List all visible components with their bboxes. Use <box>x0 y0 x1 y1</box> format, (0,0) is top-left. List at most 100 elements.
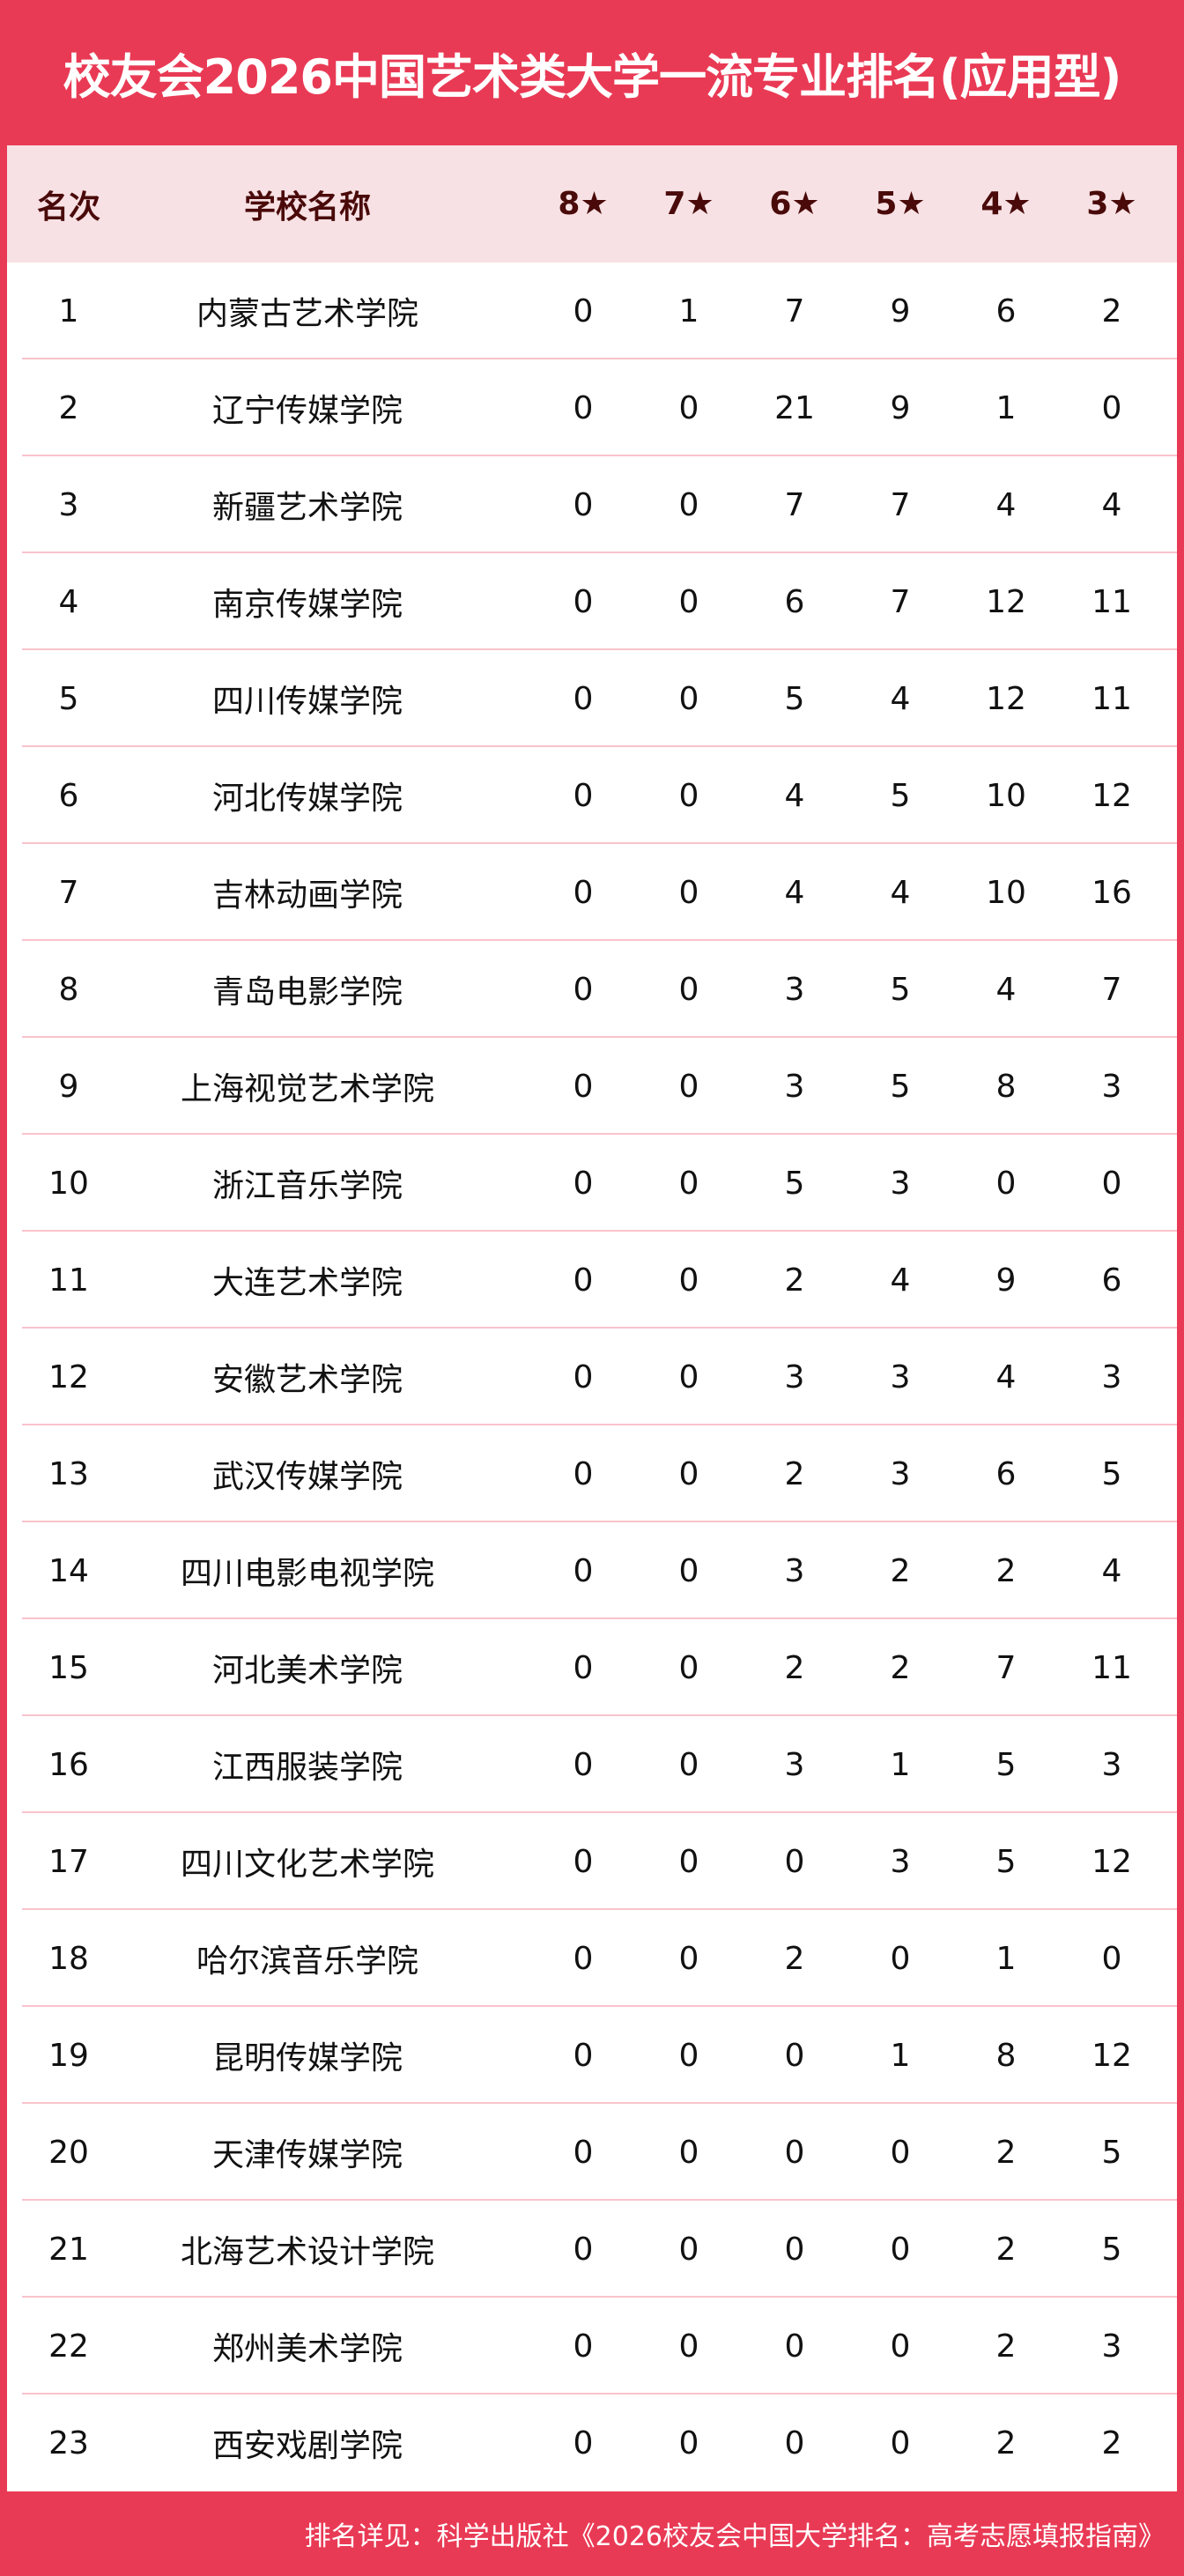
star6-cell: 0 <box>784 2037 805 2074</box>
star7-cell: 0 <box>678 1455 699 1492</box>
school-name-cell: 江西服装学院 <box>211 1750 403 1786</box>
star4-cell: 9 <box>995 1262 1017 1299</box>
star3-cell: 12 <box>1092 2037 1132 2074</box>
star4-cell: 4 <box>995 486 1017 523</box>
star6-cell: 4 <box>784 777 805 814</box>
star6-cell: 0 <box>784 2424 805 2461</box>
header-6-star: 6★ <box>769 186 820 222</box>
star5-cell: 2 <box>890 1649 911 1686</box>
star6-cell: 3 <box>784 1552 805 1589</box>
star6-cell: 3 <box>784 971 805 1008</box>
school-name-cell: 上海视觉艺术学院 <box>180 1071 434 1107</box>
star4-cell: 6 <box>995 292 1017 329</box>
header-8-star: 8★ <box>558 186 609 222</box>
rank-cell: 18 <box>48 1940 89 1977</box>
rank-cell: 8 <box>58 971 79 1008</box>
star5-cell: 2 <box>890 1552 911 1589</box>
star8-cell: 0 <box>573 874 594 911</box>
star7-cell: 0 <box>678 680 699 717</box>
table-row: 4 南京传媒学院 0 0 6 7 12 11 <box>7 553 1177 650</box>
star5-cell: 3 <box>890 1843 911 1880</box>
table-header: 名次 学校名称 8★ 7★ 6★ 5★ 4★ 3★ <box>7 145 1177 263</box>
star3-cell: 0 <box>1101 1940 1122 1977</box>
star4-cell: 4 <box>995 1358 1017 1395</box>
star8-cell: 0 <box>573 1455 594 1492</box>
star4-cell: 1 <box>995 1940 1017 1977</box>
star3-cell: 6 <box>1101 1262 1122 1299</box>
school-name-cell: 武汉传媒学院 <box>211 1459 403 1495</box>
rank-cell: 20 <box>48 2134 89 2171</box>
rank-cell: 1 <box>58 292 79 329</box>
star7-cell: 0 <box>678 874 699 911</box>
star5-cell: 4 <box>890 1262 911 1299</box>
star4-cell: 2 <box>995 2134 1017 2171</box>
star5-cell: 3 <box>890 1165 911 1202</box>
star3-cell: 2 <box>1101 292 1122 329</box>
star5-cell: 0 <box>890 2328 911 2365</box>
star6-cell: 2 <box>784 1262 805 1299</box>
table-row: 14 四川电影电视学院 0 0 3 2 2 4 <box>7 1522 1177 1619</box>
star6-cell: 3 <box>784 1068 805 1105</box>
star7-cell: 0 <box>678 486 699 523</box>
star3-cell: 11 <box>1092 1649 1132 1686</box>
star5-cell: 7 <box>890 486 911 523</box>
star7-cell: 0 <box>678 2424 699 2461</box>
star6-cell: 0 <box>784 2328 805 2365</box>
star4-cell: 8 <box>995 1068 1017 1105</box>
rank-cell: 9 <box>58 1068 79 1105</box>
table-row: 12 安徽艺术学院 0 0 3 3 4 3 <box>7 1329 1177 1425</box>
header-5-star: 5★ <box>875 186 926 222</box>
star6-cell: 7 <box>784 486 805 523</box>
rank-cell: 17 <box>48 1843 89 1880</box>
school-name-cell: 四川文化艺术学院 <box>180 1847 434 1883</box>
star3-cell: 4 <box>1101 486 1122 523</box>
school-name-cell: 四川电影电视学院 <box>180 1556 434 1592</box>
star7-cell: 0 <box>678 2328 699 2365</box>
star6-cell: 0 <box>784 2134 805 2171</box>
table-row: 3 新疆艺术学院 0 0 7 7 4 4 <box>7 456 1177 553</box>
star6-cell: 21 <box>774 389 815 426</box>
star4-cell: 6 <box>995 1455 1017 1492</box>
star5-cell: 3 <box>890 1358 911 1395</box>
star7-cell: 0 <box>678 1746 699 1783</box>
star8-cell: 0 <box>573 1746 594 1783</box>
star4-cell: 2 <box>995 2231 1017 2268</box>
star3-cell: 3 <box>1101 1068 1122 1105</box>
star3-cell: 11 <box>1092 680 1132 717</box>
table-row: 8 青岛电影学院 0 0 3 5 4 7 <box>7 941 1177 1038</box>
school-name-cell: 四川传媒学院 <box>211 684 403 720</box>
star8-cell: 0 <box>573 1940 594 1977</box>
rank-cell: 19 <box>48 2037 89 2074</box>
star5-cell: 7 <box>890 583 911 620</box>
rank-cell: 6 <box>58 777 79 814</box>
school-name-cell: 天津传媒学院 <box>211 2137 403 2173</box>
school-name-cell: 浙江音乐学院 <box>211 1168 403 1204</box>
star7-cell: 0 <box>678 971 699 1008</box>
school-name-cell: 青岛电影学院 <box>211 974 403 1010</box>
table-row: 9 上海视觉艺术学院 0 0 3 5 8 3 <box>7 1038 1177 1135</box>
star7-cell: 1 <box>678 292 699 329</box>
star7-cell: 0 <box>678 1262 699 1299</box>
star6-cell: 3 <box>784 1746 805 1783</box>
source-note: 排名详见：科学出版社《2026校友会中国大学排名：高考志愿填报指南》 <box>304 2521 1165 2552</box>
star7-cell: 0 <box>678 777 699 814</box>
star7-cell: 0 <box>678 1165 699 1202</box>
school-name-cell: 新疆艺术学院 <box>211 490 403 526</box>
table-row: 19 昆明传媒学院 0 0 0 1 8 12 <box>7 2007 1177 2104</box>
table-row: 23 西安戏剧学院 0 0 0 0 2 2 <box>7 2395 1177 2491</box>
rank-cell: 3 <box>58 486 79 523</box>
star7-cell: 0 <box>678 1649 699 1686</box>
table-row: 21 北海艺术设计学院 0 0 0 0 2 5 <box>7 2201 1177 2298</box>
star6-cell: 7 <box>784 292 805 329</box>
star7-cell: 0 <box>678 389 699 426</box>
school-name-cell: 安徽艺术学院 <box>211 1362 403 1398</box>
rank-cell: 10 <box>48 1165 89 1202</box>
star7-cell: 0 <box>678 2037 699 2074</box>
star8-cell: 0 <box>573 1843 594 1880</box>
header-rank: 名次 <box>36 189 100 226</box>
school-name-cell: 辽宁传媒学院 <box>211 393 403 429</box>
school-name-cell: 南京传媒学院 <box>211 587 403 623</box>
star8-cell: 0 <box>573 1358 594 1395</box>
school-name-cell: 郑州美术学院 <box>211 2331 403 2367</box>
star4-cell: 7 <box>995 1649 1017 1686</box>
